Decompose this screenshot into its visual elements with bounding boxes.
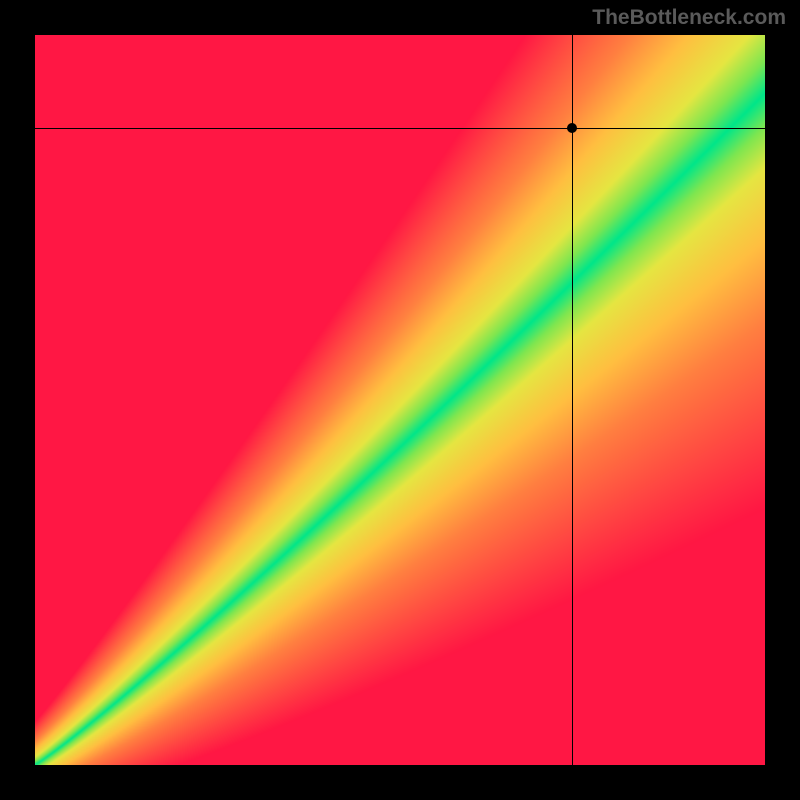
crosshair-vertical [572, 35, 573, 765]
crosshair-marker-dot [567, 123, 577, 133]
plot-area [35, 35, 765, 765]
watermark-text: TheBottleneck.com [592, 6, 786, 30]
crosshair-horizontal [35, 128, 765, 129]
heatmap-canvas [35, 35, 765, 765]
